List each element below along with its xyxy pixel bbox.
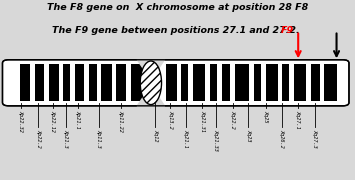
Bar bbox=[101, 64, 112, 101]
Bar bbox=[222, 64, 230, 101]
Text: Xp22.12: Xp22.12 bbox=[50, 110, 55, 132]
Polygon shape bbox=[137, 86, 165, 106]
Text: The F9 gene between positions 27.1 and 27.2.: The F9 gene between positions 27.1 and 2… bbox=[52, 26, 303, 35]
Text: Xq27.3: Xq27.3 bbox=[313, 129, 318, 148]
Text: Xp22.2: Xp22.2 bbox=[36, 129, 41, 148]
Text: Xp21.3: Xp21.3 bbox=[63, 129, 68, 148]
Bar bbox=[116, 64, 126, 101]
Text: Xq12: Xq12 bbox=[153, 129, 158, 141]
Bar bbox=[20, 64, 30, 101]
Bar bbox=[75, 64, 84, 101]
Text: Xq23: Xq23 bbox=[246, 129, 251, 141]
Bar bbox=[210, 64, 217, 101]
Text: Xq21.1: Xq21.1 bbox=[184, 129, 189, 148]
Text: Xq21.33: Xq21.33 bbox=[213, 129, 218, 151]
Text: Xq26.2: Xq26.2 bbox=[280, 129, 285, 148]
Bar bbox=[324, 64, 337, 101]
Text: Xp21.1: Xp21.1 bbox=[76, 110, 81, 129]
Bar bbox=[89, 64, 97, 101]
Bar bbox=[282, 64, 289, 101]
Text: Xq27.1: Xq27.1 bbox=[296, 110, 301, 129]
Bar bbox=[35, 64, 44, 101]
Text: Xq25: Xq25 bbox=[263, 110, 268, 122]
Bar bbox=[181, 64, 188, 101]
Text: The F8 gene on  X chromosome at position 28 F8: The F8 gene on X chromosome at position … bbox=[47, 3, 308, 12]
Bar bbox=[63, 64, 70, 101]
Bar bbox=[131, 64, 142, 101]
Bar bbox=[254, 64, 261, 101]
Text: Xp11.22: Xp11.22 bbox=[118, 110, 123, 132]
Bar bbox=[294, 64, 306, 101]
Polygon shape bbox=[137, 59, 165, 80]
Text: Xp22.32: Xp22.32 bbox=[19, 110, 24, 132]
Bar bbox=[235, 64, 248, 101]
FancyBboxPatch shape bbox=[2, 60, 349, 106]
Text: Xp11.3: Xp11.3 bbox=[96, 129, 101, 148]
Text: Xq21.31: Xq21.31 bbox=[200, 110, 205, 132]
Bar bbox=[311, 64, 320, 101]
Ellipse shape bbox=[140, 61, 162, 105]
Text: F9: F9 bbox=[281, 26, 294, 35]
Text: Xq22.2: Xq22.2 bbox=[230, 110, 235, 129]
Bar bbox=[193, 64, 205, 101]
Bar bbox=[49, 64, 59, 101]
Bar bbox=[166, 64, 177, 101]
Bar bbox=[266, 64, 278, 101]
Text: Xq13.2: Xq13.2 bbox=[168, 110, 173, 129]
